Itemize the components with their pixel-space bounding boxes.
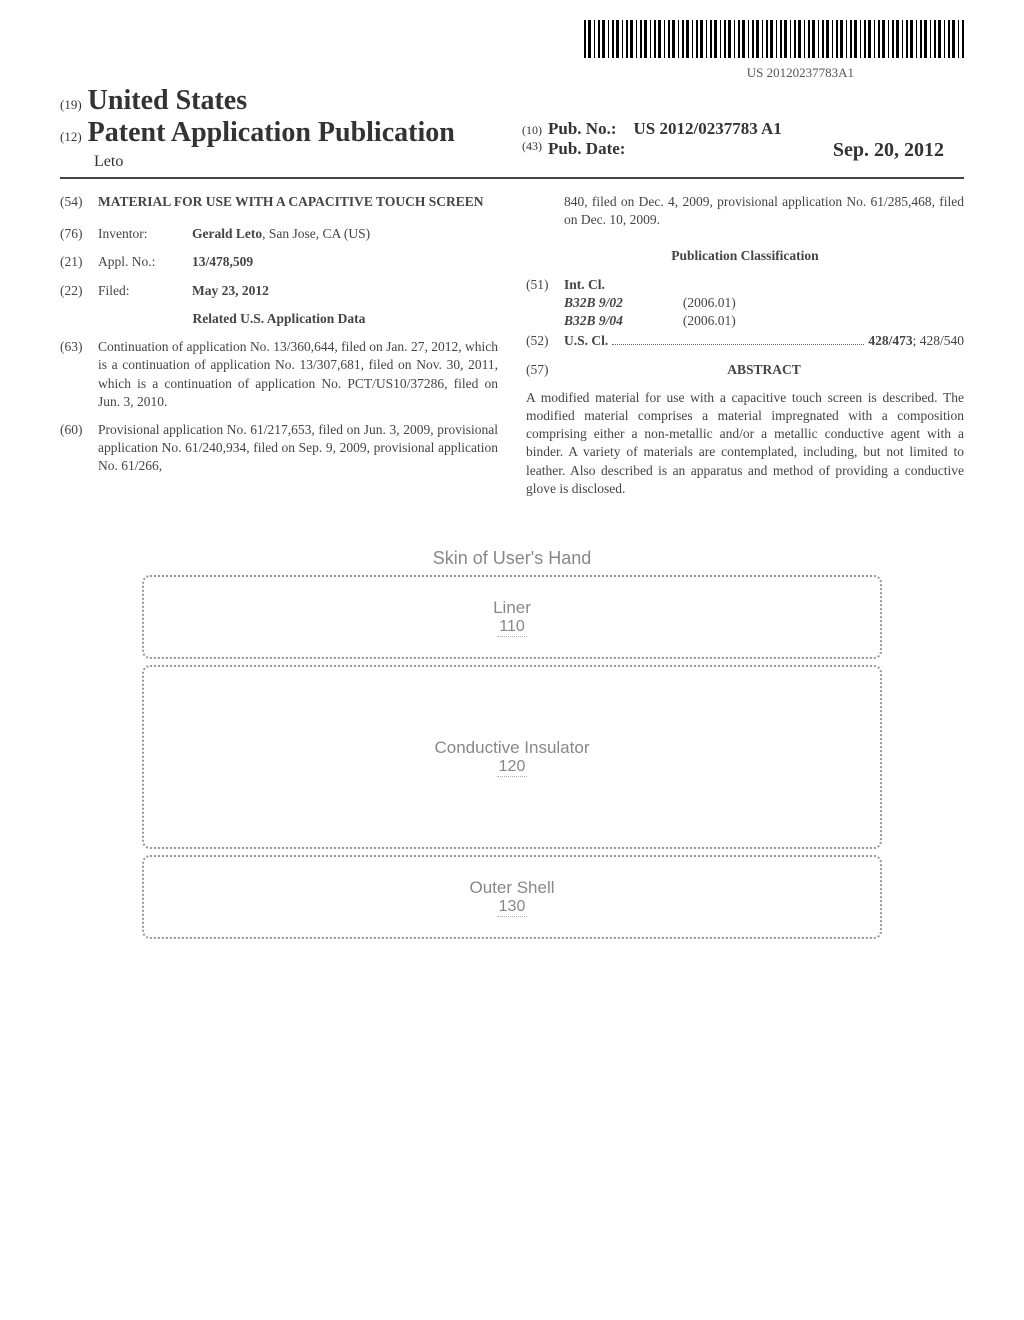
filed-value: May 23, 2012: [192, 282, 498, 300]
continuation-text: Continuation of application No. 13/360,6…: [98, 338, 498, 411]
uscl-row: (52) U.S. Cl. 428/473; 428/540: [526, 332, 964, 350]
related-title: Related U.S. Application Data: [60, 310, 498, 328]
country-name: United States: [88, 85, 247, 116]
pubno-value: US 2012/0237783 A1: [633, 119, 781, 138]
inventor-code: (76): [60, 225, 98, 243]
filed-row: (22) Filed: May 23, 2012: [60, 282, 498, 300]
pubdate-line: (43) Pub. Date: Sep. 20, 2012: [522, 139, 964, 162]
author-line: Leto: [94, 153, 502, 171]
abstract-header: (57) ABSTRACT: [526, 361, 964, 379]
abstract-text: A modified material for use with a capac…: [526, 389, 964, 498]
pubdate-code: (43): [522, 139, 542, 162]
applno-value: 13/478,509: [192, 253, 498, 271]
abstract-label: ABSTRACT: [727, 362, 801, 377]
barcode-text: US 20120237783A1: [60, 65, 964, 81]
intcl-row: (51) Int. Cl. B32B 9/02(2006.01) B32B 9/…: [526, 276, 964, 331]
figure-refnum: 110: [497, 618, 527, 637]
applno-code: (21): [60, 253, 98, 271]
leader-dots: [612, 334, 864, 345]
kind-line: (12) Patent Application Publication: [60, 117, 502, 149]
provisional-row: (60) Provisional application No. 61/217,…: [60, 421, 498, 476]
patent-page: US 20120237783A1 (19) United States (12) P…: [0, 0, 1024, 985]
figure-label: Conductive Insulator: [435, 738, 590, 758]
provisional-code: (60): [60, 421, 98, 476]
invention-title: MATERIAL FOR USE WITH A CAPACITIVE TOUCH…: [98, 193, 498, 211]
abstract-code: (57): [526, 361, 564, 379]
pubdate-value: Sep. 20, 2012: [833, 139, 964, 162]
inventor-row: (76) Inventor: Gerald Leto, San Jose, CA…: [60, 225, 498, 243]
barcode-icon: [584, 20, 964, 58]
figure-label: Outer Shell: [469, 878, 554, 898]
filed-code: (22): [60, 282, 98, 300]
pubdate-label: Pub. Date:: [548, 139, 625, 162]
provisional-carryover: 840, filed on Dec. 4, 2009, provisional …: [526, 193, 964, 229]
continuation-code: (63): [60, 338, 98, 411]
kind-code: (12): [60, 129, 82, 144]
biblio-columns: (54) MATERIAL FOR USE WITH A CAPACITIVE …: [60, 193, 964, 498]
figure-stack: Liner 110 Conductive Insulator 120 Outer…: [142, 575, 882, 939]
country-line: (19) United States: [60, 85, 502, 117]
left-column: (54) MATERIAL FOR USE WITH A CAPACITIVE …: [60, 193, 498, 498]
country-code: (19): [60, 97, 82, 112]
header-block: (19) United States (12) Patent Application…: [60, 85, 964, 171]
intcl-code: (51): [526, 276, 564, 331]
provisional-text: Provisional application No. 61/217,653, …: [98, 421, 498, 476]
continuation-row: (63) Continuation of application No. 13/…: [60, 338, 498, 411]
figure-box-outershell: Outer Shell 130: [142, 855, 882, 939]
classification-title: Publication Classification: [526, 247, 964, 265]
pubno-code: (10): [522, 123, 542, 137]
inventor-value: Gerald Leto, San Jose, CA (US): [192, 225, 498, 243]
right-column: 840, filed on Dec. 4, 2009, provisional …: [526, 193, 964, 498]
uscl-value-rest: ; 428/540: [913, 332, 964, 350]
rule-thick: [60, 177, 964, 179]
kind-name: Patent Application Publication: [88, 117, 455, 148]
uscl-value-bold: 428/473: [868, 332, 912, 350]
intcl-entry: B32B 9/04(2006.01): [564, 312, 964, 330]
uscl-code: (52): [526, 332, 564, 350]
figure-box-liner: Liner 110: [142, 575, 882, 659]
applno-label: Appl. No.:: [98, 253, 192, 271]
title-code: (54): [60, 193, 98, 211]
pubno-label: Pub. No.:: [548, 119, 616, 138]
filed-label: Filed:: [98, 282, 192, 300]
figure-label: Liner: [493, 598, 531, 618]
figure-refnum: 130: [497, 898, 528, 917]
applno-row: (21) Appl. No.: 13/478,509: [60, 253, 498, 271]
barcode-region: US 20120237783A1: [60, 20, 964, 81]
figure-box-insulator: Conductive Insulator 120: [142, 665, 882, 849]
pubno-line: (10) Pub. No.: US 2012/0237783 A1: [522, 119, 964, 139]
uscl-label: U.S. Cl.: [564, 332, 608, 350]
title-row: (54) MATERIAL FOR USE WITH A CAPACITIVE …: [60, 193, 498, 211]
intcl-entry: B32B 9/02(2006.01): [564, 294, 964, 312]
figure-area: Skin of User's Hand Liner 110 Conductive…: [60, 548, 964, 939]
inventor-label: Inventor:: [98, 225, 192, 243]
intcl-label: Int. Cl.: [564, 276, 964, 294]
figure-refnum: 120: [497, 758, 528, 777]
figure-title: Skin of User's Hand: [60, 548, 964, 569]
